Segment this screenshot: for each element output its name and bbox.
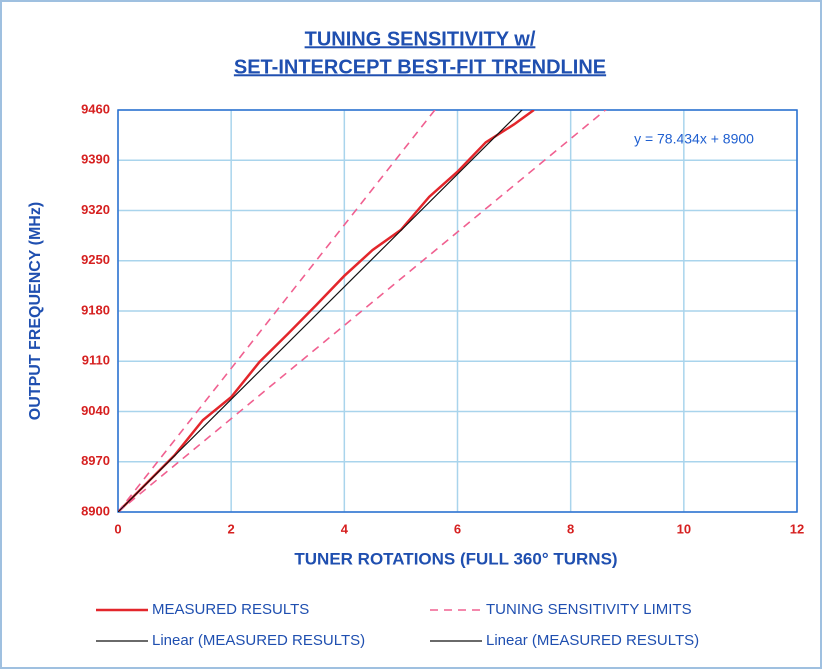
plot-lines (118, 110, 607, 512)
series-line (118, 110, 535, 512)
x-tick-label: 10 (677, 521, 691, 536)
x-tick-label: 2 (228, 521, 235, 536)
x-axis-label: TUNER ROTATIONS (FULL 360° TURNS) (294, 549, 617, 568)
series-line (118, 110, 523, 512)
y-tick-label: 8900 (81, 503, 110, 518)
legend-label: Linear (MEASURED RESULTS) (152, 632, 365, 649)
y-tick-label: 9110 (82, 353, 110, 368)
x-tick-label: 0 (114, 521, 121, 536)
y-tick-label: 9390 (81, 152, 110, 167)
series-line (118, 110, 607, 512)
chart-title: SET-INTERCEPT BEST-FIT TRENDLINE (234, 56, 606, 78)
y-tick-label: 9320 (81, 202, 110, 217)
plot-border (117, 109, 798, 513)
y-tick-label: 9180 (81, 302, 110, 317)
legend-label: MEASURED RESULTS (152, 601, 309, 618)
y-tick-label: 9040 (81, 403, 110, 418)
x-tick-label: 8 (567, 521, 574, 536)
y-axis-label: OUTPUT FREQUENCY (MHz) (27, 202, 44, 420)
x-tick-label: 4 (341, 521, 349, 536)
trendline-equation: y = 78.434x + 8900 (634, 131, 754, 147)
x-tick-label: 6 (454, 521, 461, 536)
y-tick-label: 9460 (81, 101, 110, 116)
y-tick-label: 8970 (81, 453, 110, 468)
series-line (118, 110, 436, 512)
x-tick-label: 12 (790, 521, 804, 536)
legend-label: TUNING SENSITIVITY LIMITS (486, 601, 692, 618)
y-tick-label: 9250 (81, 252, 110, 267)
chart-title: TUNING SENSITIVITY w/ (305, 28, 536, 50)
legend-label: Linear (MEASURED RESULTS) (486, 632, 699, 649)
